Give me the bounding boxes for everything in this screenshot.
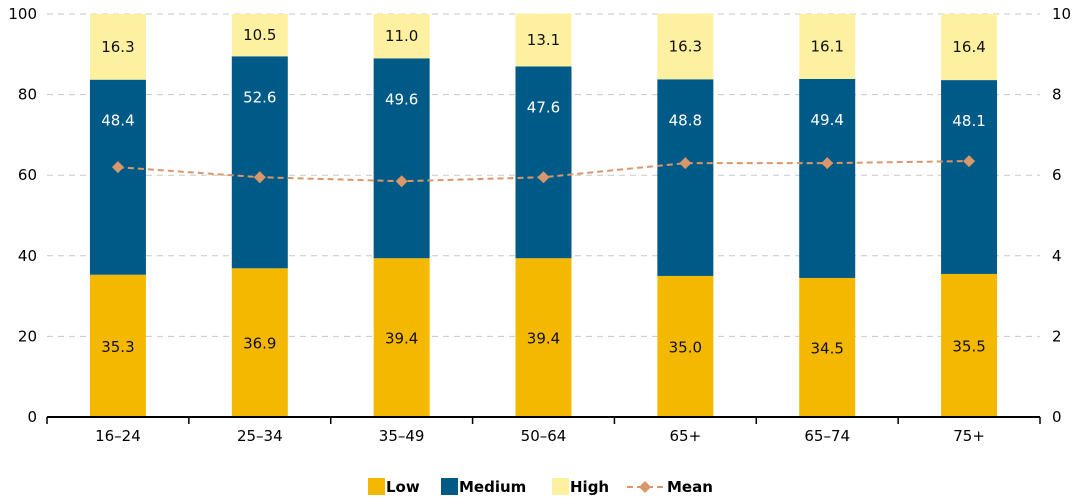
mean-marker [253,171,266,184]
bar-segment-low [89,274,146,417]
bar-segment-high [89,14,146,80]
bar-value-label: 16.1 [811,37,844,55]
bar-value-label: 10.5 [243,26,276,44]
category-label: 25–34 [237,427,283,445]
legend-swatch-low [368,478,385,495]
category-label: 50–64 [521,427,567,445]
bar-value-label: 16.4 [952,38,985,56]
bar-value-label: 35.0 [669,338,702,356]
mean-marker [537,171,550,184]
left-tick-label: 40 [18,247,37,265]
category-label: 65–74 [804,427,850,445]
right-tick-label: 0 [1052,408,1062,426]
legend-label-high: High [570,478,609,496]
legend-label-medium: Medium [459,478,526,496]
mean-marker [821,157,834,170]
mean-marker [395,175,408,188]
bar-segment-high [373,14,430,59]
legend: Low Medium High Mean [368,478,713,496]
bar-value-label: 35.5 [952,337,985,355]
bar-segment-high [231,14,288,57]
right-tick-label: 8 [1052,86,1062,104]
bar-segment-low [799,277,856,417]
bar-value-label: 48.8 [669,111,702,129]
mean-marker [963,155,976,168]
bar-value-label: 34.5 [811,339,844,357]
bar-value-label: 49.4 [811,111,844,129]
bar-value-label: 11.0 [385,27,418,45]
bar-labels: 35.3 48.4 16.3 36.9 52.6 10.5 39.4 49.6 11.0 39.4… [101,26,986,357]
mean-marker [679,157,692,170]
right-tick-label: 10 [1052,5,1071,23]
bar-segment-medium [799,78,856,278]
bar-value-label: 13.1 [527,31,560,49]
bar-segment-medium [373,58,430,259]
bar-segment-medium [941,80,998,274]
bar-value-label: 52.6 [243,88,276,106]
bar-segment-high [657,13,714,80]
bar-segment-medium [657,79,714,276]
category-label: 16–24 [95,427,141,445]
right-tick-label: 4 [1052,247,1062,265]
mean-line [111,155,976,188]
bar-segment-medium [515,66,572,259]
legend-label-mean: Mean [667,478,713,496]
left-tick-label: 60 [18,166,37,184]
category-label: 75+ [953,427,985,445]
right-tick-label: 6 [1052,166,1062,184]
left-tick-label: 20 [18,327,37,345]
bar-segment-medium [89,79,146,275]
bar-segment-low [941,273,998,417]
bar-segment-high [799,14,856,79]
legend-swatch-high [552,478,569,495]
bar-segment-low [373,258,430,417]
right-tick-label: 2 [1052,327,1062,345]
left-tick-label: 80 [18,86,37,104]
category-label: 35–49 [379,427,425,445]
bar-segment-low [515,258,572,417]
bar-segment-medium [231,56,288,269]
bar-value-label: 39.4 [527,330,560,348]
left-tick-label: 0 [27,408,37,426]
bar-segment-high [515,13,572,67]
legend-swatch-mean-marker [639,481,651,493]
bar-value-label: 16.3 [669,37,702,55]
bar-segment-high [941,14,998,81]
bar-segment-low [231,268,288,417]
bar-segment-low [657,275,714,417]
bar-value-label: 35.3 [101,338,134,356]
left-tick-label: 100 [8,5,37,23]
bar-value-label: 47.6 [527,98,560,116]
axes: 0 0 20 2 40 4 60 6 80 8 100 10 16–24 25–34 35–49 50–64 6… [8,5,1071,445]
bar-value-label: 49.6 [385,90,418,108]
bar-value-label: 48.4 [101,112,134,130]
mean-marker [111,161,124,174]
legend-label-low: Low [386,478,420,496]
bar-value-label: 48.1 [952,112,985,130]
bar-value-label: 36.9 [243,335,276,353]
bar-value-label: 39.4 [385,330,418,348]
legend-swatch-medium [441,478,458,495]
category-label: 65+ [670,427,702,445]
bar-value-label: 16.3 [101,38,134,56]
bars [89,13,998,417]
